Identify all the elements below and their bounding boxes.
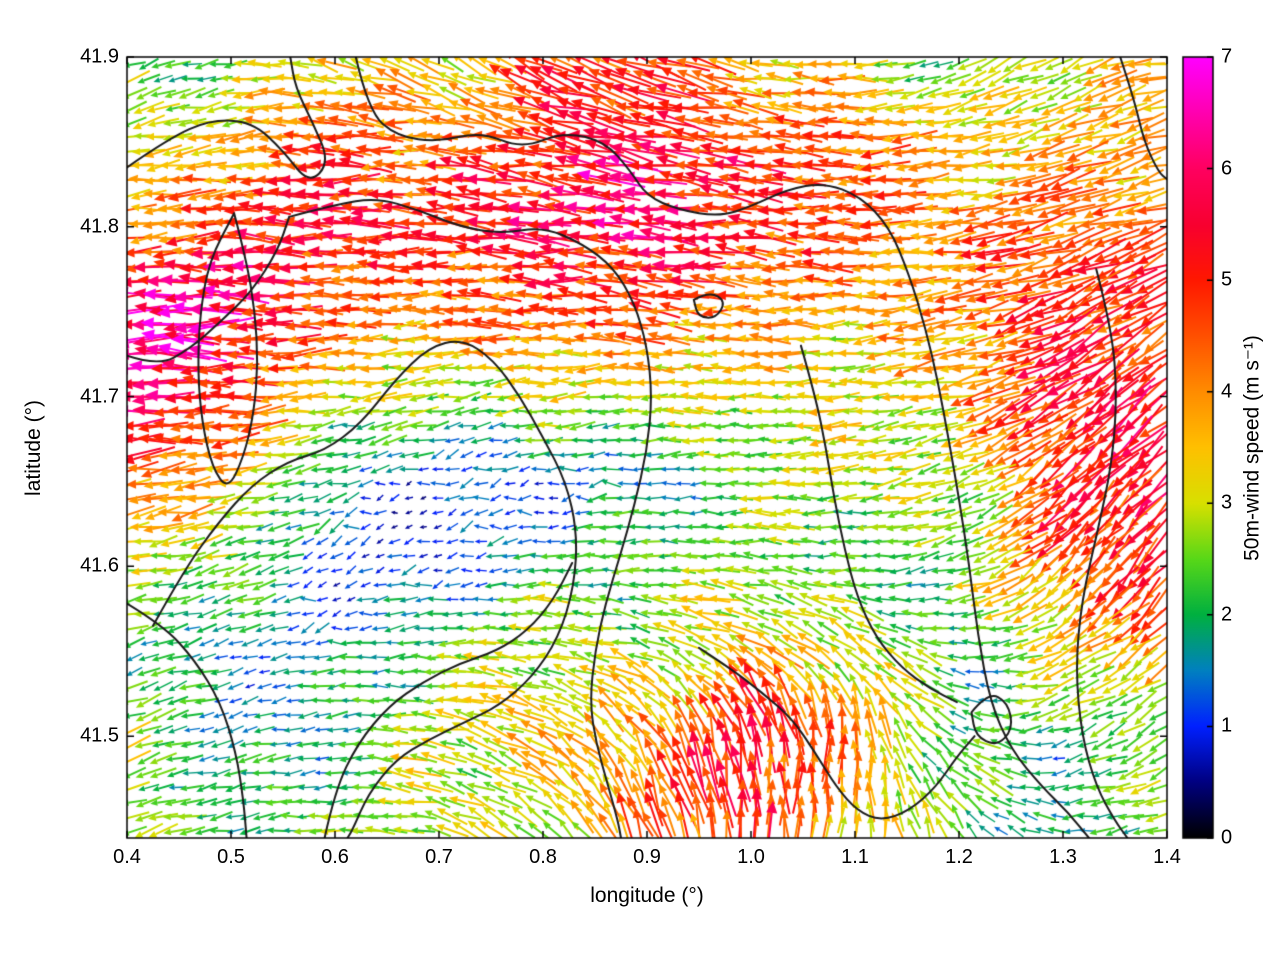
x-tick-label: 1.3 [1049,846,1077,868]
x-tick-label: 1.4 [1153,846,1181,868]
x-tick-label: 0.8 [529,846,557,868]
x-tick-label: 0.9 [633,846,661,868]
y-tick-label: 41.9 [80,45,119,68]
x-tick-label: 1.2 [945,846,973,868]
colorbar-tick-label: 4 [1221,380,1233,403]
colorbar-tick-label: 1 [1221,714,1233,737]
y-tick-label: 41.7 [80,385,119,408]
x-tick-label: 0.4 [113,846,141,868]
y-tick-label: 41.6 [80,554,119,577]
colorbar-label: 50m-wind speed (m s⁻¹) [1240,334,1264,561]
y-tick-label: 41.8 [80,215,119,238]
x-axis-label: longitude (°) [590,884,704,907]
y-tick-label: 41.5 [80,724,119,747]
colorbar-tick-label: 2 [1221,603,1233,626]
y-axis-label: latitude (°) [22,399,45,496]
x-tick-label: 0.6 [321,846,349,868]
colorbar-tick-label: 5 [1221,268,1233,291]
x-tick-label: 0.7 [425,846,453,868]
colorbar-tick-label: 6 [1221,157,1233,180]
colorbar-tick-label: 3 [1221,491,1233,514]
colorbar-tick-label: 7 [1221,45,1233,68]
x-tick-label: 0.5 [217,846,245,868]
colorbar-tick-label: 0 [1221,826,1233,849]
x-tick-label: 1.1 [841,846,869,868]
x-tick-label: 1.0 [737,846,765,868]
